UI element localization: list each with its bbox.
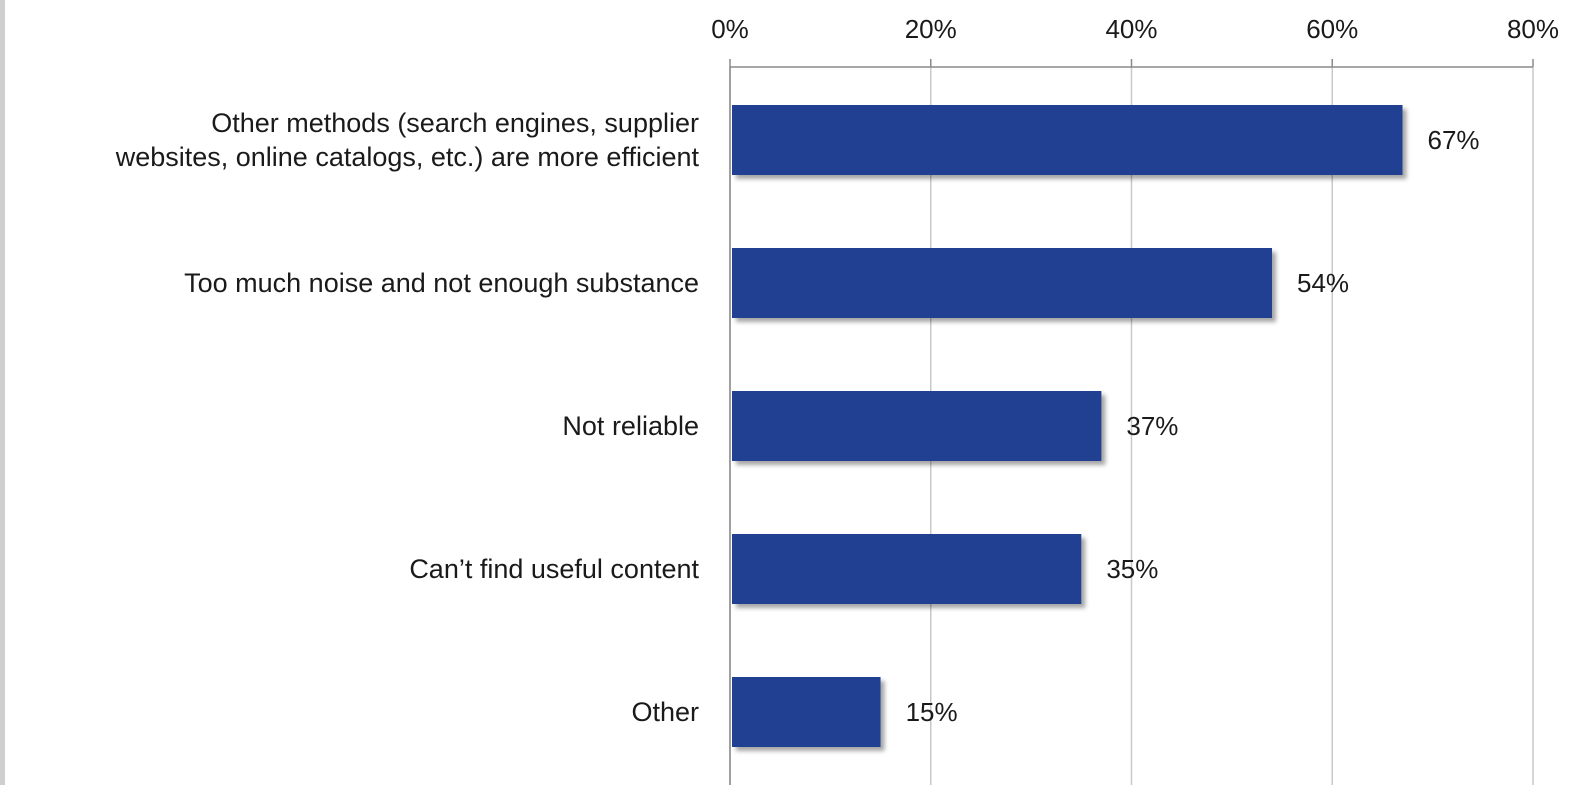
data-label: 54%	[1297, 268, 1349, 298]
bar	[732, 391, 1102, 461]
category-label: Other methods (search engines, supplier	[211, 108, 699, 138]
x-tick-label: 20%	[905, 14, 957, 44]
bar	[732, 534, 1082, 604]
data-label: 67%	[1428, 125, 1480, 155]
data-label: 35%	[1106, 554, 1158, 584]
bar	[732, 248, 1273, 318]
x-axis: 0% 20% 40% 60% 80%	[711, 14, 1559, 785]
bars: 67% 54% 37% 35% 15%	[732, 105, 1480, 747]
category-label: websites, online catalogs, etc.) are mor…	[115, 142, 700, 172]
x-tick-label: 80%	[1507, 14, 1559, 44]
x-tick-label: 0%	[711, 14, 749, 44]
category-label: Can’t find useful content	[409, 554, 699, 584]
data-label: 15%	[906, 697, 958, 727]
x-tick-label: 40%	[1105, 14, 1157, 44]
category-label: Other	[631, 697, 699, 727]
category-labels: Other methods (search engines, supplier w…	[115, 108, 700, 727]
bar	[732, 677, 881, 747]
bar	[732, 105, 1403, 175]
x-tick-label: 60%	[1306, 14, 1358, 44]
data-label: 37%	[1126, 411, 1178, 441]
category-label: Too much noise and not enough substance	[184, 268, 699, 298]
category-label: Not reliable	[562, 411, 699, 441]
chart-svg: 0% 20% 40% 60% 80% 67% 54% 37% 35% 15% Other met…	[115, 14, 1559, 785]
